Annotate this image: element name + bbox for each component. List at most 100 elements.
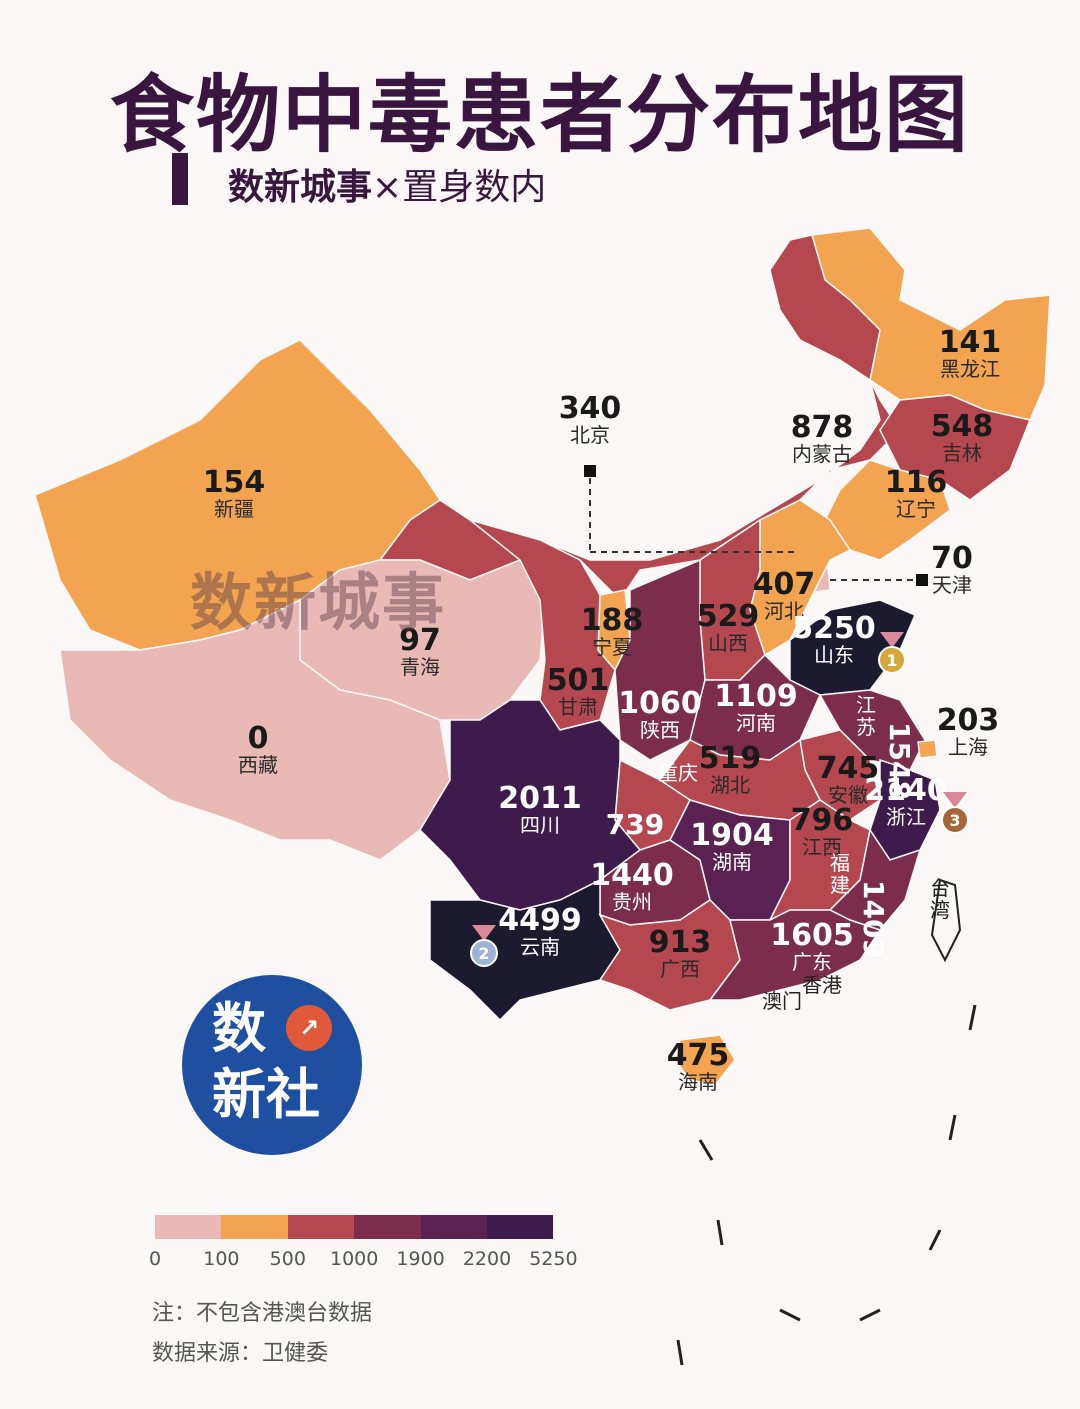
line-chart-icon: ↗ — [286, 1005, 332, 1051]
province-value: 1904 — [690, 818, 774, 853]
subtitle-partner: 置身数内 — [402, 167, 547, 208]
medals: 1 2 3 — [470, 632, 969, 967]
province-name: 重庆 — [658, 761, 698, 785]
legend-color-scale — [155, 1215, 554, 1239]
province-name: 广东 — [792, 950, 832, 974]
province-name: 辽宁 — [896, 497, 936, 521]
subtitle-brand: 数新城事 — [228, 167, 373, 208]
province-name: 青海 — [400, 655, 440, 679]
medal-rank: 3 — [949, 811, 960, 830]
logo-line2: 新社 — [212, 1063, 320, 1126]
legend-tick: 5250 — [529, 1248, 578, 1270]
legend-tick: 1000 — [330, 1248, 379, 1270]
legend-swatch — [155, 1215, 222, 1239]
province-name: 河北 — [764, 599, 804, 623]
province-name: 台 — [930, 876, 950, 900]
legend-tick: 100 — [203, 1248, 240, 1270]
province-value: 203 — [937, 703, 1000, 738]
province-name: 河南 — [736, 711, 776, 735]
province-name: 建 — [830, 873, 850, 897]
medal-3-icon: 3 — [941, 792, 969, 834]
province-name: 陕西 — [640, 718, 680, 742]
province-value: 529 — [697, 599, 760, 634]
province-value: 548 — [931, 409, 994, 444]
province-value: 1548 — [883, 722, 916, 800]
province-name: 内蒙古 — [792, 442, 852, 466]
medal-rank: 1 — [886, 651, 897, 670]
province-name: 广西 — [660, 957, 700, 981]
legend-swatch — [354, 1215, 421, 1239]
province-name: 湾 — [930, 898, 950, 922]
province-name: 上海 — [948, 735, 988, 759]
province-name: 山东 — [814, 643, 854, 667]
province-name: 苏 — [856, 715, 876, 739]
medal-1-icon: 1 — [878, 632, 906, 674]
south-sea-dashes — [676, 1004, 977, 1366]
province-name: 海南 — [678, 1070, 718, 1094]
region-hainan — [674, 1034, 736, 1086]
province-name: 新疆 — [214, 497, 254, 521]
province-value: 2140 — [864, 773, 948, 808]
legend-tick: 0 — [148, 1248, 162, 1270]
region-guangdong — [708, 909, 882, 1001]
legend-ticks: 0 100 500 1000 1900 2200 5250 — [130, 1248, 590, 1272]
region-taiwan — [930, 878, 962, 963]
province-value: 796 — [791, 803, 854, 838]
source-text: 数据来源：卫健委 — [152, 1341, 329, 1366]
logo-line1: 数 — [212, 997, 266, 1060]
province-name: 山西 — [708, 631, 748, 655]
legend-swatch — [221, 1215, 288, 1239]
province-value: 1109 — [714, 679, 798, 714]
page-title: 食物中毒患者分布地图 — [109, 66, 970, 164]
legend-swatch — [287, 1215, 355, 1239]
province-labels: 141黑龙江878内蒙古548吉林116辽宁340北京70天津154新疆407河… — [203, 325, 1002, 1094]
province-name: 云南 — [520, 935, 560, 959]
region-liaoning — [819, 459, 951, 561]
region-shaanxi — [614, 558, 706, 761]
province-name: 西藏 — [238, 753, 278, 777]
province-value: 97 — [399, 623, 441, 658]
province-name: 江 — [856, 693, 876, 717]
province-value: 0 — [248, 721, 269, 756]
province-value: 501 — [547, 663, 610, 698]
province-name: 四川 — [520, 813, 560, 837]
legend-swatch — [486, 1215, 554, 1239]
subtitle-separator: × — [372, 167, 403, 208]
legend-tick: 1900 — [396, 1248, 445, 1270]
province-value: 1440 — [590, 858, 674, 893]
province-value: 475 — [667, 1038, 730, 1073]
province-name: 浙江 — [886, 805, 926, 829]
province-value: 4499 — [498, 903, 582, 938]
province-name: 北京 — [570, 423, 610, 447]
province-value: 5250 — [792, 611, 876, 646]
province-name: 甘肃 — [558, 695, 598, 719]
province-shapes — [34, 227, 1051, 1086]
brand-logo: 数 ↗ 新社 — [182, 975, 362, 1155]
region-sichuan — [419, 699, 642, 911]
province-value: 188 — [581, 603, 644, 638]
province-value: 745 — [817, 751, 880, 786]
tianjin-marker — [916, 574, 928, 586]
province-value: 70 — [931, 541, 973, 576]
province-name: 天津 — [932, 573, 972, 597]
legend-swatch — [420, 1215, 487, 1239]
medal-2-icon: 2 — [470, 925, 498, 967]
province-value: 116 — [885, 465, 948, 500]
province-value: 878 — [791, 410, 854, 445]
watermark: 数新城事 — [190, 566, 447, 639]
region-shanghai — [917, 739, 938, 759]
province-name: 香港 — [802, 973, 842, 997]
legend-tick: 500 — [269, 1248, 306, 1270]
province-name: 福 — [830, 851, 850, 875]
province-name: 吉林 — [942, 441, 982, 465]
province-value: 340 — [559, 391, 622, 426]
medal-rank: 2 — [478, 944, 489, 963]
province-name: 宁夏 — [592, 635, 632, 659]
province-value: 407 — [753, 567, 816, 602]
province-name: 安徽 — [828, 783, 868, 807]
province-value: 154 — [203, 465, 266, 500]
subtitle-accent-bar — [172, 153, 188, 205]
note-text: 注：不包含港澳台数据 — [152, 1301, 373, 1326]
province-name: 贵州 — [612, 890, 652, 914]
